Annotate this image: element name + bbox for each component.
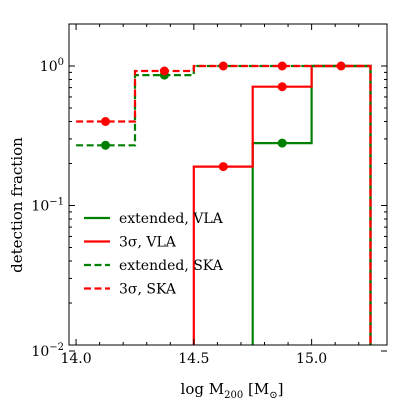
x-axis-label: log M200 [M⊙] bbox=[181, 380, 284, 401]
y-axis-label: detection fraction bbox=[8, 137, 26, 273]
tick-labels-layer: 14.0 14.5 15.0 10−2 10−1 100 bbox=[31, 57, 327, 367]
markers-layer bbox=[101, 61, 346, 172]
data-point-3-1 bbox=[159, 66, 169, 76]
data-point-1-3 bbox=[277, 82, 287, 92]
data-point-0-3 bbox=[277, 138, 287, 148]
series-line-2 bbox=[76, 64, 372, 345]
y-tick-label: 100 bbox=[40, 57, 64, 75]
x-tick-label: 15.0 bbox=[296, 351, 327, 367]
legend-label-1: 3σ, VLA bbox=[119, 235, 177, 251]
series-line-0 bbox=[251, 64, 372, 345]
legend: extended, VLA 3σ, VLA extended, SKA 3σ, SKA bbox=[84, 211, 224, 298]
series-line-3 bbox=[76, 64, 372, 345]
legend-label-3: 3σ, SKA bbox=[119, 282, 177, 298]
plot-frame bbox=[68, 23, 388, 346]
series-layer bbox=[76, 64, 372, 345]
x-tick-label: 14.0 bbox=[60, 351, 91, 367]
ticks-layer bbox=[69, 23, 387, 352]
data-point-2-0 bbox=[101, 140, 110, 150]
x-tick-label: 14.5 bbox=[178, 351, 209, 367]
data-point-3-3 bbox=[277, 61, 287, 71]
y-tick-label: 10−1 bbox=[31, 196, 64, 214]
data-point-3-0 bbox=[101, 117, 110, 126]
series-line-1 bbox=[192, 64, 372, 345]
y-tick-label: 10−2 bbox=[31, 342, 64, 360]
legend-label-0: extended, VLA bbox=[119, 211, 224, 227]
data-point-3-2 bbox=[218, 61, 228, 71]
data-point-1-4 bbox=[336, 61, 346, 71]
data-point-1-2 bbox=[218, 162, 228, 172]
legend-label-2: extended, SKA bbox=[119, 258, 224, 274]
